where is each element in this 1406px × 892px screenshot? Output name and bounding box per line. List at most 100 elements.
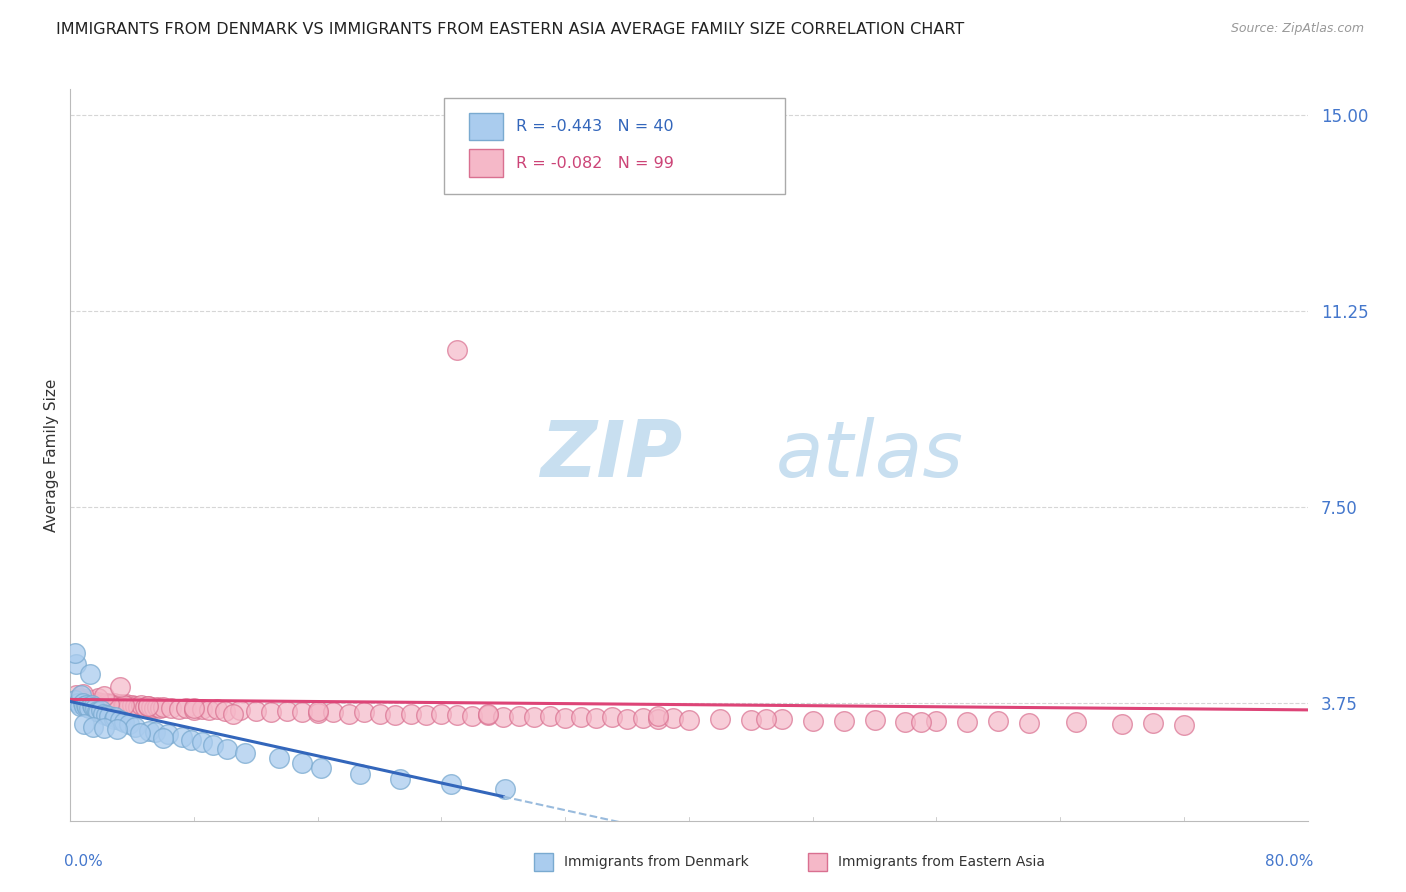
- Point: [269, 751, 291, 765]
- Point: [90, 703, 112, 717]
- Point: [538, 709, 561, 723]
- Point: [678, 713, 700, 727]
- Point: [863, 714, 886, 728]
- Point: [214, 704, 236, 718]
- Point: [145, 724, 167, 739]
- Point: [103, 712, 125, 726]
- Text: Immigrants from Denmark: Immigrants from Denmark: [564, 855, 748, 869]
- Text: atlas: atlas: [776, 417, 963, 493]
- Point: [87, 694, 110, 708]
- Point: [276, 704, 298, 718]
- Point: [925, 714, 948, 728]
- Point: [260, 705, 283, 719]
- Text: ZIP: ZIP: [540, 417, 683, 493]
- Point: [910, 715, 932, 730]
- Point: [142, 700, 165, 714]
- Point: [121, 698, 143, 712]
- Point: [180, 732, 202, 747]
- Point: [222, 706, 245, 721]
- Point: [84, 696, 107, 710]
- Point: [508, 708, 530, 723]
- Point: [152, 700, 174, 714]
- Point: [98, 697, 120, 711]
- Point: [134, 699, 156, 714]
- Point: [709, 712, 731, 726]
- Point: [384, 707, 406, 722]
- Point: [98, 709, 120, 723]
- Text: Source: ZipAtlas.com: Source: ZipAtlas.com: [1230, 22, 1364, 36]
- Point: [93, 690, 115, 704]
- Point: [349, 766, 371, 780]
- Point: [956, 715, 979, 730]
- Point: [149, 701, 172, 715]
- Point: [1064, 715, 1087, 730]
- Point: [114, 715, 135, 730]
- Point: [430, 707, 453, 722]
- Point: [170, 730, 193, 744]
- Point: [894, 714, 917, 729]
- Text: R = -0.082   N = 99: R = -0.082 N = 99: [516, 155, 673, 170]
- Point: [353, 706, 375, 720]
- Point: [77, 701, 100, 715]
- Point: [152, 731, 174, 745]
- Y-axis label: Average Family Size: Average Family Size: [44, 378, 59, 532]
- Point: [124, 720, 146, 734]
- Point: [96, 696, 118, 710]
- Point: [84, 701, 107, 715]
- Point: [93, 721, 115, 735]
- Point: [662, 711, 685, 725]
- Point: [770, 712, 793, 726]
- Point: [118, 698, 141, 713]
- Point: [79, 667, 101, 681]
- Point: [245, 704, 267, 718]
- Point: [111, 698, 134, 713]
- Point: [307, 706, 329, 720]
- Point: [477, 708, 499, 723]
- Point: [647, 712, 669, 726]
- Point: [105, 723, 128, 737]
- FancyBboxPatch shape: [444, 98, 786, 194]
- Point: [104, 710, 127, 724]
- Point: [1142, 716, 1164, 731]
- Point: [322, 705, 344, 719]
- Point: [801, 714, 824, 728]
- Point: [191, 702, 214, 716]
- Point: [114, 698, 135, 712]
- Point: [129, 726, 152, 740]
- Point: [446, 343, 468, 358]
- Point: [477, 706, 499, 721]
- Point: [136, 698, 159, 713]
- Point: [201, 738, 224, 752]
- Point: [108, 714, 131, 728]
- Point: [124, 698, 146, 713]
- Point: [600, 710, 623, 724]
- Point: [73, 717, 96, 731]
- Point: [105, 698, 128, 712]
- Point: [72, 687, 94, 701]
- Point: [167, 702, 190, 716]
- Point: [63, 647, 86, 661]
- Point: [76, 699, 98, 714]
- Point: [832, 714, 855, 729]
- Point: [72, 693, 94, 707]
- Point: [307, 704, 329, 718]
- Point: [156, 727, 179, 741]
- Point: [291, 705, 314, 719]
- Point: [91, 706, 114, 721]
- Point: [554, 711, 576, 725]
- Point: [183, 701, 205, 715]
- Point: [1173, 718, 1195, 732]
- Point: [183, 703, 205, 717]
- Point: [127, 699, 149, 714]
- Point: [70, 688, 93, 702]
- Point: [86, 704, 108, 718]
- Point: [80, 698, 103, 712]
- Point: [647, 709, 669, 723]
- Point: [399, 706, 422, 721]
- Point: [93, 697, 115, 711]
- Point: [160, 701, 183, 715]
- Point: [215, 741, 238, 756]
- Point: [108, 681, 131, 695]
- Point: [87, 705, 110, 719]
- Point: [67, 692, 90, 706]
